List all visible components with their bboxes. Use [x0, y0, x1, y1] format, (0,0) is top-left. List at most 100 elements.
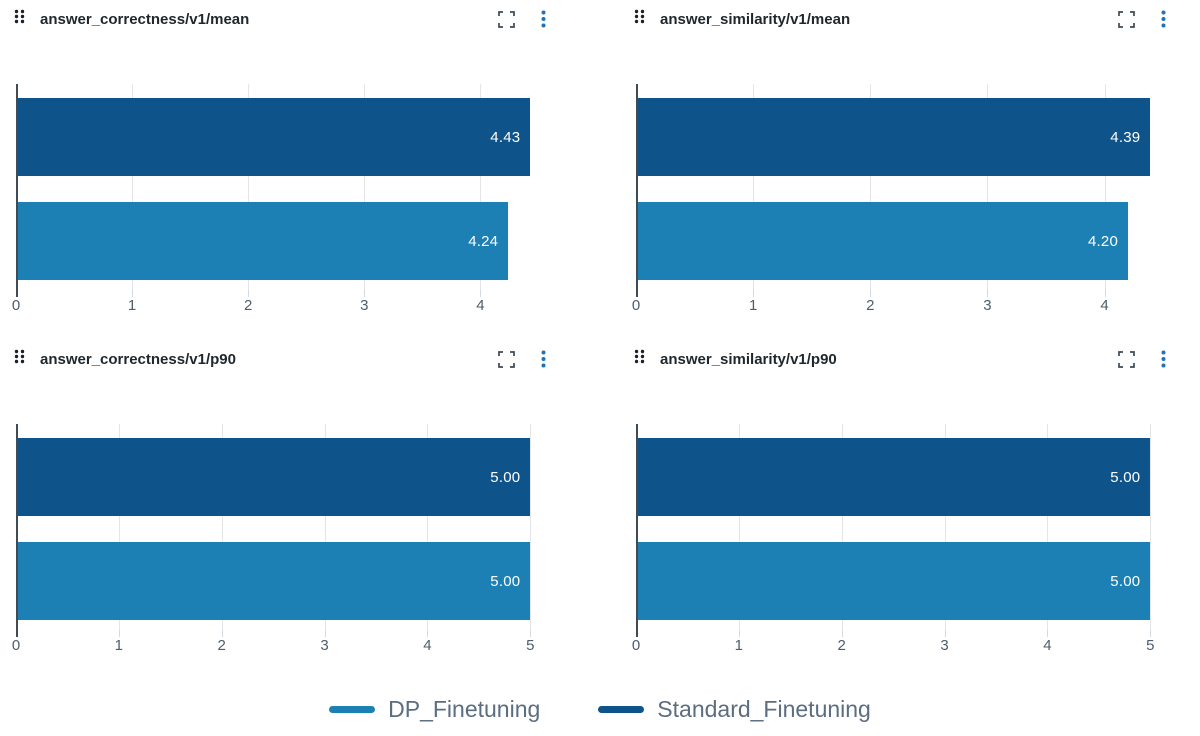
tick-mark [427, 630, 429, 637]
gridline [870, 84, 872, 290]
x-tick-label: 0 [11, 297, 21, 314]
y-axis-zeroline [636, 424, 638, 637]
tick-mark [841, 630, 843, 637]
bar-value-label: 5.00 [490, 572, 521, 590]
x-tick-label: 2 [866, 297, 875, 314]
chart-title: answer_similarity/v1/mean [660, 10, 851, 28]
drag-handle-icon[interactable] [634, 9, 645, 29]
panel-actions [1118, 350, 1192, 368]
kebab-menu-icon[interactable] [541, 350, 546, 368]
x-tick-label: 3 [940, 637, 949, 654]
y-axis-zeroline [636, 84, 638, 297]
x-tick-label: 3 [320, 637, 329, 654]
drag-handle-icon[interactable] [14, 9, 25, 29]
tick-mark [324, 630, 326, 637]
x-tick-label: 3 [983, 297, 992, 314]
bar-value-label: 4.20 [1088, 232, 1119, 250]
gridline [738, 424, 740, 630]
x-axis: 0 1 2 3 4 5 [632, 630, 1176, 656]
kebab-menu-icon[interactable] [541, 10, 546, 28]
expand-icon[interactable] [498, 350, 515, 368]
legend: DP_Finetuning Standard_Finetuning [8, 688, 1192, 730]
legend-swatch-standard [598, 705, 645, 713]
y-axis-zeroline [16, 424, 18, 637]
tick-mark [944, 630, 946, 637]
tick-mark [753, 290, 755, 297]
plot-area: 4.43 4.24 [16, 84, 556, 297]
gridline [841, 424, 843, 630]
gridline [1047, 424, 1049, 630]
legend-item-standard-finetuning[interactable]: Standard_Finetuning [598, 696, 871, 723]
bar-value-label: 4.24 [468, 232, 499, 250]
chart-title: answer_correctness/v1/p90 [40, 350, 236, 368]
x-tick-label: 4 [423, 637, 432, 654]
bar-dp_finetuning[interactable]: 5.00 [16, 542, 531, 620]
bar-chart: 4.39 4.20 0 1 2 3 4 [628, 84, 1192, 316]
bar-standard_finetuning[interactable]: 5.00 [636, 438, 1151, 516]
bar-chart: 5.00 5.00 0 1 2 3 4 5 [8, 424, 572, 656]
gridline [118, 424, 120, 630]
expand-icon[interactable] [1118, 10, 1135, 28]
kebab-menu-icon[interactable] [1161, 10, 1166, 28]
x-tick-label: 1 [748, 297, 758, 314]
bar-value-label: 5.00 [490, 468, 521, 486]
tick-mark [738, 630, 740, 637]
bar-value-label: 5.00 [1110, 468, 1141, 486]
gridline [427, 424, 429, 630]
tick-mark [132, 290, 134, 297]
gridline [480, 84, 482, 290]
x-tick-label: 0 [11, 637, 21, 654]
x-tick-label: 4 [1100, 297, 1109, 314]
bar-standard_finetuning[interactable]: 5.00 [16, 438, 531, 516]
x-tick-label: 2 [837, 637, 846, 654]
x-tick-label: 0 [631, 637, 641, 654]
legend-item-dp-finetuning[interactable]: DP_Finetuning [329, 696, 540, 723]
x-axis: 0 1 2 3 4 [632, 290, 1176, 316]
x-tick-label: 1 [114, 637, 124, 654]
panel-header: answer_similarity/v1/p90 [628, 344, 1192, 374]
gridline [364, 84, 366, 290]
tick-mark [221, 630, 223, 637]
x-tick-label: 4 [1043, 637, 1052, 654]
plot-area: 5.00 5.00 [16, 424, 556, 637]
gridline [987, 84, 989, 290]
x-tick-label: 5 [526, 637, 535, 654]
panel-actions [498, 350, 572, 368]
gridline [530, 424, 532, 630]
plot-area: 4.39 4.20 [636, 84, 1176, 297]
bar-standard_finetuning[interactable]: 4.39 [636, 98, 1151, 176]
gridline [248, 84, 250, 290]
expand-icon[interactable] [1118, 350, 1135, 368]
gridline [132, 84, 134, 290]
bar-value-label: 4.43 [490, 128, 521, 146]
x-axis: 0 1 2 3 4 [12, 290, 556, 316]
x-tick-label: 1 [734, 637, 744, 654]
tick-mark [1047, 630, 1049, 637]
x-axis: 0 1 2 3 4 5 [12, 630, 556, 656]
panel-actions [1118, 10, 1192, 28]
drag-handle-icon[interactable] [14, 349, 25, 369]
expand-icon[interactable] [498, 10, 515, 28]
kebab-menu-icon[interactable] [1161, 350, 1166, 368]
tick-mark [1104, 290, 1106, 297]
legend-label: DP_Finetuning [388, 695, 541, 722]
gridline [1104, 84, 1106, 290]
panel-header: answer_similarity/v1/mean [628, 4, 1192, 34]
drag-handle-icon[interactable] [634, 349, 645, 369]
tick-mark [364, 290, 366, 297]
tick-mark [870, 290, 872, 297]
x-tick-label: 0 [631, 297, 641, 314]
bar-dp_finetuning[interactable]: 4.24 [16, 202, 509, 280]
tick-mark [987, 290, 989, 297]
bar-standard_finetuning[interactable]: 4.43 [16, 98, 531, 176]
bar-dp_finetuning[interactable]: 4.20 [636, 202, 1129, 280]
x-tick-label: 2 [217, 637, 226, 654]
bar-value-label: 5.00 [1110, 572, 1141, 590]
bar-dp_finetuning[interactable]: 5.00 [636, 542, 1151, 620]
x-tick-label: 5 [1146, 637, 1155, 654]
chart-title: answer_correctness/v1/mean [40, 10, 250, 28]
legend-swatch-dp [329, 705, 376, 713]
x-tick-label: 3 [360, 297, 369, 314]
panel-header: answer_correctness/v1/mean [8, 4, 572, 34]
